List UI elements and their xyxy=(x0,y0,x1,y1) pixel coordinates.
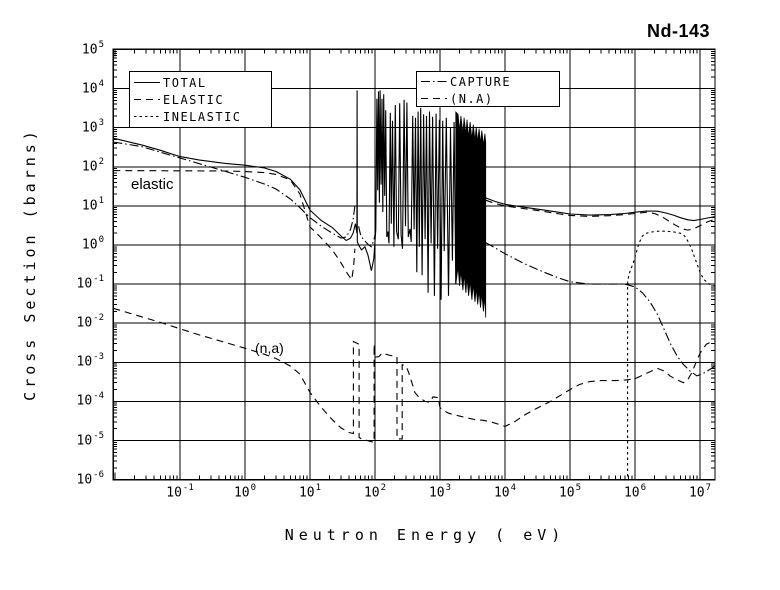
x-tick-10e-1: 10-1 xyxy=(166,483,194,501)
legend-box-main: TOTAL ELASTIC INELASTIC xyxy=(129,71,272,128)
n-alpha-line-sample xyxy=(421,97,447,100)
y-tick-10e-4: 10-4 xyxy=(76,391,105,409)
legend-entry-elastic: ELASTIC xyxy=(130,91,271,108)
curve-total-high-energy xyxy=(485,197,715,222)
elastic-line-sample xyxy=(134,98,160,101)
resonance-band xyxy=(455,111,487,318)
x-tick-10e1: 101 xyxy=(298,483,322,501)
y-tick-10e-1: 10-1 xyxy=(76,274,105,292)
y-tick-10e0: 100 xyxy=(81,235,104,253)
y-tick-10e3: 103 xyxy=(81,117,104,136)
x-tick-10e2: 102 xyxy=(363,483,387,501)
y-tick-10e-5: 10-5 xyxy=(76,430,105,448)
y-tick-10e-3: 10-3 xyxy=(76,352,105,370)
x-tick-10e7: 107 xyxy=(688,483,712,501)
legend-label-capture: CAPTURE xyxy=(450,74,512,89)
curve-inelastic-full xyxy=(627,230,715,477)
legend-label-inelastic: INELASTIC xyxy=(163,109,242,124)
curve-capture-low-energy xyxy=(113,141,356,239)
curve-elastic-high-energy xyxy=(485,199,715,231)
legend-entry-inelastic: INELASTIC xyxy=(130,108,271,125)
total-line-sample xyxy=(134,82,160,83)
y-tick-10e-6: 10-6 xyxy=(76,469,105,487)
curve-capture-high-energy xyxy=(485,242,715,377)
curve-total-low-energy xyxy=(113,137,356,242)
y-tick-10e1: 101 xyxy=(81,195,104,214)
y-tick-10e5: 105 xyxy=(81,39,104,57)
curve-elastic-low-energy xyxy=(113,170,356,282)
capture-line-sample xyxy=(421,80,447,83)
curve-capture-between-resonances xyxy=(358,226,377,248)
elastic-curve-annotation: elastic xyxy=(131,176,174,193)
curve-n-alpha-full xyxy=(113,307,715,443)
x-tick-10e0: 100 xyxy=(233,483,257,501)
x-tick-10e3: 103 xyxy=(428,483,452,501)
legend-entry-n-alpha: (N.A) xyxy=(417,90,559,107)
y-tick-10e2: 102 xyxy=(81,156,104,175)
x-tick-10e5: 105 xyxy=(558,483,582,501)
legend-label-n-alpha: (N.A) xyxy=(450,91,494,106)
legend-box-secondary: CAPTURE (N.A) xyxy=(416,71,560,107)
n-alpha-curve-annotation: (n,a) xyxy=(255,340,284,356)
y-tick-10e4: 104 xyxy=(81,78,104,96)
inelastic-line-sample xyxy=(134,115,160,118)
legend-label-elastic: ELASTIC xyxy=(163,92,225,107)
legend-label-total: TOTAL xyxy=(163,75,207,90)
x-tick-10e6: 106 xyxy=(623,483,647,501)
x-axis-title: Neutron Energy ( eV) xyxy=(284,526,566,544)
curve-total-resolved-resonances xyxy=(354,90,457,300)
chart-title: Nd-143 xyxy=(646,21,710,41)
legend-entry-capture: CAPTURE xyxy=(417,73,559,90)
legend-entry-total: TOTAL xyxy=(130,74,271,91)
x-tick-10e4: 104 xyxy=(493,483,517,501)
y-tick-10e-2: 10-2 xyxy=(76,313,105,331)
y-axis-title: Cross Section (barns) xyxy=(21,127,39,401)
